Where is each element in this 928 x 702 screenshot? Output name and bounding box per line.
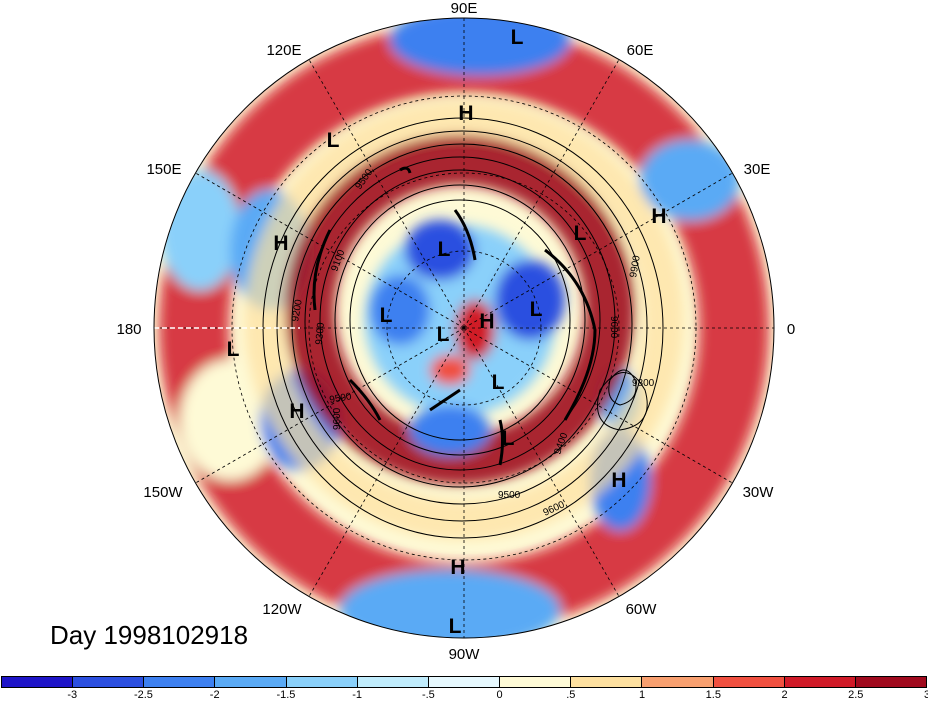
longitude-labels: 90E 60E 30E 0 30W 60W 90W 120W 150W 180 … [116, 0, 795, 663]
colorbar-swatch [357, 677, 429, 687]
colorbar-tick-label: -2.5 [133, 689, 153, 701]
colorbar-tick-label: -2 [209, 689, 220, 701]
lon-label: 180 [116, 321, 141, 338]
colorbar-tick-label: -.5 [421, 689, 435, 701]
contour-label: 9500 [498, 490, 521, 501]
high-marker: H [611, 469, 626, 492]
pressure-system-markers: H H H H H H H L L L L L L L L L L L [227, 26, 667, 638]
low-marker: L [492, 371, 505, 394]
high-marker: H [289, 400, 304, 423]
lon-label: 90W [449, 646, 481, 663]
contour-label: 9600 [332, 407, 343, 430]
colorbar: -3 -2.5 -2 -1.5 -1 -.5 0 .5 1 1.5 2 2.5 3 [0, 676, 928, 702]
low-marker: L [227, 338, 240, 361]
lon-label: 0 [787, 321, 795, 338]
colorbar-tick-label: -1.5 [276, 689, 296, 701]
colorbar-swatch [500, 677, 572, 687]
colorbar-swatch [855, 677, 927, 687]
jet-contours [312, 166, 597, 466]
lon-label: 60W [626, 601, 658, 618]
contour-label: 9900 [628, 254, 643, 278]
colorbar-swatch [784, 677, 856, 687]
low-marker: L [449, 615, 462, 638]
lon-label: 120E [266, 42, 301, 59]
low-marker: L [511, 26, 524, 49]
low-marker: L [530, 298, 543, 321]
contour-label: 9600 [608, 316, 619, 339]
colorbar-swatch [286, 677, 358, 687]
colorbar-tick-label: 0 [496, 689, 503, 701]
colorbar-swatch [713, 677, 785, 687]
low-marker: L [502, 427, 515, 450]
colorbar-swatch [642, 677, 714, 687]
lon-label: 30W [743, 484, 775, 501]
graticule [154, 18, 774, 638]
colorbar-tick-label: .5 [566, 689, 576, 701]
day-title: Day 1998102918 [50, 620, 249, 650]
high-marker: H [458, 102, 473, 125]
contour-label: 9500 [329, 391, 353, 406]
high-marker: H [450, 556, 465, 579]
colorbar-tick-label: 2 [781, 689, 788, 701]
low-marker: L [438, 238, 451, 261]
lon-label: 150W [143, 484, 183, 501]
lon-label: 150E [146, 161, 181, 178]
low-marker: L [327, 129, 340, 152]
lon-label: 120W [262, 601, 302, 618]
colorbar-swatch [73, 677, 145, 687]
colorbar-tick-label: 1 [639, 689, 646, 701]
colorbar-tick-label: 3 [923, 689, 928, 701]
contour-label: 9300 [314, 322, 327, 346]
lon-label: 60E [627, 42, 654, 59]
map-border [153, 17, 775, 639]
lon-label: 30E [744, 161, 771, 178]
contour-lines [262, 117, 664, 539]
high-marker: H [479, 310, 494, 333]
colorbar-swatches [1, 676, 927, 688]
colorbar-tick-label: 2.5 [848, 689, 864, 701]
low-marker: L [574, 222, 587, 245]
colorbar-swatch [428, 677, 501, 687]
low-marker: L [437, 323, 450, 346]
high-marker: H [651, 205, 666, 228]
lon-label: 90E [451, 0, 478, 17]
polar-map: 90E 60E 30E 0 30W 60W 90W 120W 150W 180 … [116, 0, 795, 663]
colorbar-ticks: -3 -2.5 -2 -1.5 -1 -.5 0 .5 1 1.5 2 2.5 3 [0, 688, 928, 702]
colorbar-swatch [144, 677, 216, 687]
contour-label: 9200 [290, 298, 305, 322]
high-marker: H [273, 232, 288, 255]
low-marker: L [380, 304, 393, 327]
colorbar-swatch [215, 677, 287, 687]
colorbar-tick-label: -3 [67, 689, 78, 701]
colorbar-swatch [2, 677, 74, 687]
contour-label: 9800 [632, 378, 655, 389]
colorbar-swatch [571, 677, 643, 687]
colorbar-tick-label: 1.5 [705, 689, 721, 701]
colorbar-tick-label: -1 [352, 689, 363, 701]
